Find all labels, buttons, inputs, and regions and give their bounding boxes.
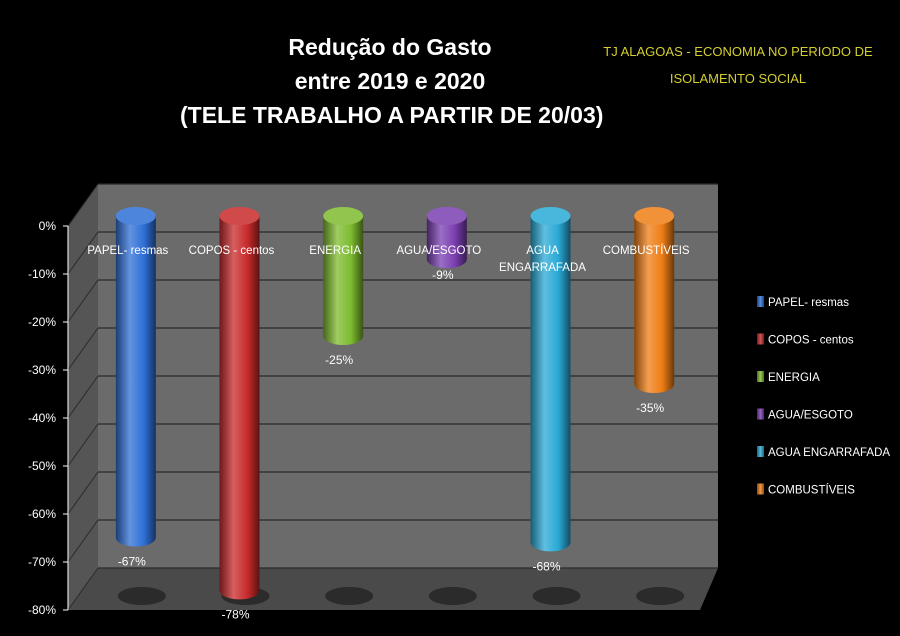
y-tick-label: -40% bbox=[28, 411, 56, 425]
y-tick-label: 0% bbox=[39, 219, 57, 233]
category-label: COPOS - centos bbox=[189, 245, 275, 257]
legend-label: COPOS - centos bbox=[768, 335, 854, 347]
bar-top-cap bbox=[323, 207, 364, 225]
y-axis: 0% -10% -20% -30% -40% -50% -60% -70% -80% bbox=[28, 219, 69, 617]
chart-title: Redução do Gasto entre 2019 e 2020 (TELE… bbox=[180, 30, 604, 132]
category-labels: PAPEL- resmas COPOS - centos ENERGIA AGUA/E… bbox=[87, 244, 690, 274]
bar-top-cap bbox=[530, 207, 571, 225]
data-labels: -67% -78% -25% -9% -68% -35% bbox=[118, 268, 665, 621]
data-label: -25% bbox=[325, 353, 353, 367]
bar-shadow bbox=[636, 587, 685, 605]
gridline-depth bbox=[67, 471, 99, 515]
category-label: AGUA ENGARRAFADA bbox=[499, 245, 586, 274]
data-label: -78% bbox=[221, 607, 249, 621]
chart-title-line: (TELE TRABALHO A PARTIR DE 20/03) bbox=[180, 102, 604, 128]
y-tick-label: -50% bbox=[28, 459, 56, 473]
chart-subtitle: TJ ALAGOAS - ECONOMIA NO PERIODO DE ISOL… bbox=[588, 38, 888, 92]
bar bbox=[530, 216, 571, 552]
bar-shadow bbox=[117, 587, 166, 605]
bar-top-cap bbox=[115, 207, 156, 225]
y-tick-label: -20% bbox=[28, 315, 56, 329]
category-label: AGUA/ESGOTO bbox=[396, 245, 481, 257]
data-label: -35% bbox=[636, 401, 664, 415]
legend: PAPEL- resmas COPOS - centos ENERGIA AGUA/E… bbox=[757, 296, 890, 497]
bar bbox=[634, 216, 675, 393]
bar-shadow bbox=[428, 587, 477, 605]
y-tick-label: -60% bbox=[28, 507, 56, 521]
legend-swatch bbox=[757, 296, 764, 307]
data-label: -68% bbox=[532, 559, 560, 573]
legend-label: ENERGIA bbox=[768, 372, 820, 384]
bar bbox=[323, 216, 364, 345]
bar-top-cap bbox=[426, 207, 467, 225]
category-label: COMBUSTÍVEIS bbox=[603, 244, 690, 257]
bar bbox=[219, 216, 260, 600]
y-tick-label: -80% bbox=[28, 603, 56, 617]
legend-label: COMBUSTÍVEIS bbox=[768, 484, 855, 497]
gridlines bbox=[67, 183, 718, 611]
gridline-depth bbox=[67, 231, 99, 275]
y-tick-label: -70% bbox=[28, 555, 56, 569]
chart-title-line: Redução do Gasto bbox=[288, 34, 492, 60]
bar bbox=[115, 216, 156, 547]
legend-label: PAPEL- resmas bbox=[768, 297, 849, 309]
chart-title-line: entre 2019 e 2020 bbox=[294, 68, 486, 94]
legend-swatch bbox=[757, 483, 764, 495]
legend-label: AGUA/ESGOTO bbox=[768, 410, 853, 422]
bar-shadow bbox=[532, 587, 581, 605]
chart-subtitle-line: ISOLAMENTO SOCIAL bbox=[669, 71, 807, 86]
bar-top-cap bbox=[219, 207, 260, 225]
y-tick-label: -10% bbox=[28, 267, 56, 281]
gridline-depth bbox=[67, 279, 99, 323]
legend-label: AGUA ENGARRAFADA bbox=[768, 447, 890, 459]
gridline-depth bbox=[67, 375, 99, 419]
bar-top-cap bbox=[634, 207, 675, 225]
legend-swatch bbox=[757, 408, 764, 420]
data-label: -67% bbox=[118, 555, 146, 569]
legend-swatch bbox=[757, 446, 764, 457]
gridline-depth bbox=[67, 183, 99, 227]
legend-swatch bbox=[757, 333, 764, 345]
gridline-depth bbox=[67, 423, 99, 467]
data-label: -9% bbox=[432, 268, 454, 282]
y-tick-label: -30% bbox=[28, 363, 56, 377]
legend-swatch bbox=[757, 371, 764, 382]
gridline-depth bbox=[67, 519, 99, 563]
gridline-depth bbox=[67, 567, 99, 611]
category-label: ENERGIA bbox=[309, 245, 361, 257]
gridline-depth bbox=[67, 327, 99, 371]
bars bbox=[115, 207, 675, 600]
floor bbox=[68, 568, 718, 610]
bar-shadow bbox=[325, 587, 374, 605]
chart-subtitle-line: TJ ALAGOAS - ECONOMIA NO PERIODO DE bbox=[603, 44, 873, 59]
bar bbox=[426, 216, 467, 269]
category-label: PAPEL- resmas bbox=[87, 245, 168, 257]
